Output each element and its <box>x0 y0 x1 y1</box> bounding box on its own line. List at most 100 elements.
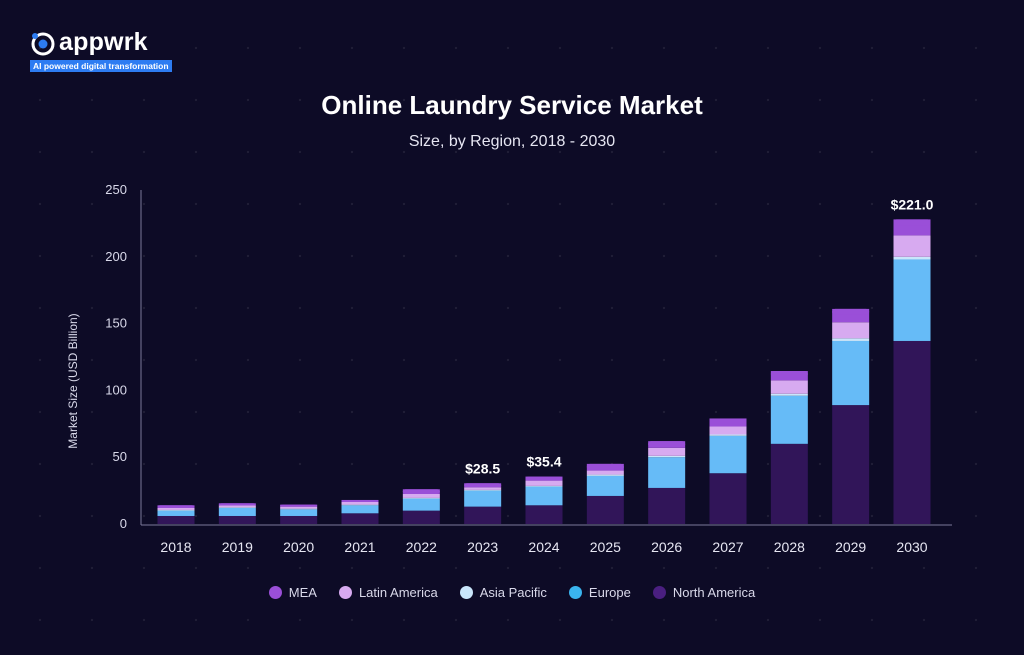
legend-label: Europe <box>588 585 631 600</box>
bar-segment-asia-pacific <box>464 489 502 491</box>
x-axis: 2018 2019 2020 2021 2022 2023 2024 2025 2026 2027… <box>141 524 952 555</box>
total-value-label: $28.5 <box>465 460 500 476</box>
bar-stack-2020 <box>280 504 318 524</box>
bar-segment-north-america <box>770 443 808 524</box>
x-tick-label: 2018 <box>160 539 191 555</box>
bar-segment-north-america <box>280 515 318 524</box>
bar-segment-latin-america <box>893 235 931 257</box>
x-tick-label: 2022 <box>406 539 437 555</box>
bar-segment-europe <box>341 505 379 514</box>
bar-cap <box>893 219 931 226</box>
y-axis-title: Market Size (USD Billion) <box>66 313 80 448</box>
bar-segment-europe <box>770 395 808 444</box>
x-tick-label: 2029 <box>835 539 866 555</box>
bar-stack-2023 <box>464 483 502 524</box>
legend-label: North America <box>672 585 756 600</box>
x-tick-label: 2027 <box>712 539 743 555</box>
bar-segment-latin-america <box>709 426 747 435</box>
legend-label: Asia Pacific <box>479 585 547 600</box>
bar-stack-2029 <box>832 308 870 524</box>
bar-segment-north-america <box>157 515 195 524</box>
bar-segment-asia-pacific <box>280 508 318 510</box>
legend-item: Latin America <box>338 585 438 600</box>
bar-segment-europe <box>832 340 870 406</box>
bar-segment-north-america <box>586 495 624 524</box>
y-tick-label: 200 <box>105 249 127 264</box>
chart-subtitle: Size, by Region, 2018 - 2030 <box>408 133 616 150</box>
bar-stack-2030 <box>893 219 931 524</box>
bar-segment-europe <box>709 435 747 474</box>
bar-cap <box>648 441 686 448</box>
legend-item: Europe <box>568 585 631 600</box>
bar-segment-asia-pacific <box>218 507 256 508</box>
bar-stack-2021 <box>341 499 379 524</box>
bar-segment-europe <box>648 457 686 488</box>
bar-segment-asia-pacific <box>157 509 195 511</box>
bar-segment-north-america <box>402 510 440 524</box>
bar-stack-2025 <box>586 463 624 524</box>
bar-segment-latin-america <box>341 501 379 505</box>
y-tick-label: 0 <box>120 516 127 531</box>
x-tick-label: 2028 <box>774 539 805 555</box>
bar-stack-2026 <box>648 441 686 524</box>
bar-segment-europe <box>893 259 931 341</box>
bar-segment-europe <box>280 509 318 516</box>
legend-swatch <box>268 586 282 599</box>
bar-segment-asia-pacific <box>341 504 379 506</box>
bar-segment-north-america <box>832 405 870 524</box>
bar-segment-europe <box>586 475 624 496</box>
bar-segment-asia-pacific <box>770 393 808 396</box>
bars <box>157 219 931 524</box>
bar-segment-latin-america <box>586 470 624 475</box>
bar-cap <box>280 504 318 507</box>
bar-segment-europe <box>218 507 256 516</box>
bar-segment-north-america <box>525 505 563 524</box>
total-value-label: $35.4 <box>526 454 561 470</box>
bar-cap <box>586 463 624 470</box>
bar-cap <box>341 499 379 502</box>
bar-segment-latin-america <box>464 487 502 490</box>
bar-segment-north-america <box>648 487 686 524</box>
y-tick-label: 150 <box>105 316 127 331</box>
bar-segment-europe <box>464 490 502 507</box>
x-tick-label: 2019 <box>222 539 253 555</box>
bar-segment-latin-america <box>402 493 440 498</box>
x-tick-label: 2026 <box>651 539 682 555</box>
x-tick-label: 2023 <box>467 539 498 555</box>
bar-cap <box>525 476 563 481</box>
x-tick-label: 2021 <box>344 539 375 555</box>
bar-stack-2028 <box>770 371 808 524</box>
bar-segment-latin-america <box>157 507 195 510</box>
bar-segment-north-america <box>464 506 502 524</box>
bar-segment-latin-america <box>770 380 808 394</box>
bar-stack-2027 <box>709 418 747 524</box>
annotations: $28.5 $35.4 $221.0 <box>465 196 933 476</box>
brand-logo: appwrk AI powered digital transformation <box>28 28 172 74</box>
bar-cap <box>157 505 195 508</box>
legend-swatch <box>652 586 666 599</box>
bar-segment-asia-pacific <box>586 474 624 476</box>
bar-segment-europe <box>402 498 440 511</box>
bar-segment-latin-america <box>648 447 686 456</box>
bar-segment-asia-pacific <box>402 497 440 499</box>
bar-segment-asia-pacific <box>709 434 747 436</box>
bar-segment-latin-america <box>832 322 870 339</box>
brand-tagline: AI powered digital transformation <box>30 60 172 72</box>
legend-swatch <box>459 586 473 599</box>
bar-cap <box>464 483 502 488</box>
bar-stack-2019 <box>218 503 256 524</box>
bar-segment-latin-america <box>218 505 256 508</box>
bar-cap <box>832 308 870 315</box>
y-axis: 0 50 100 150 200 250 <box>105 182 142 531</box>
legend-swatch <box>568 586 582 599</box>
total-value-label: $221.0 <box>891 196 934 212</box>
legend-swatch <box>338 586 352 599</box>
legend-item: Asia Pacific <box>459 585 547 600</box>
bar-segment-asia-pacific <box>832 338 870 341</box>
legend-label: MEA <box>288 585 317 600</box>
bar-segment-asia-pacific <box>525 485 563 487</box>
bar-segment-asia-pacific <box>648 455 686 458</box>
bar-segment-asia-pacific <box>893 256 931 260</box>
y-tick-label: 100 <box>105 382 127 397</box>
y-tick-label: 250 <box>105 182 127 197</box>
